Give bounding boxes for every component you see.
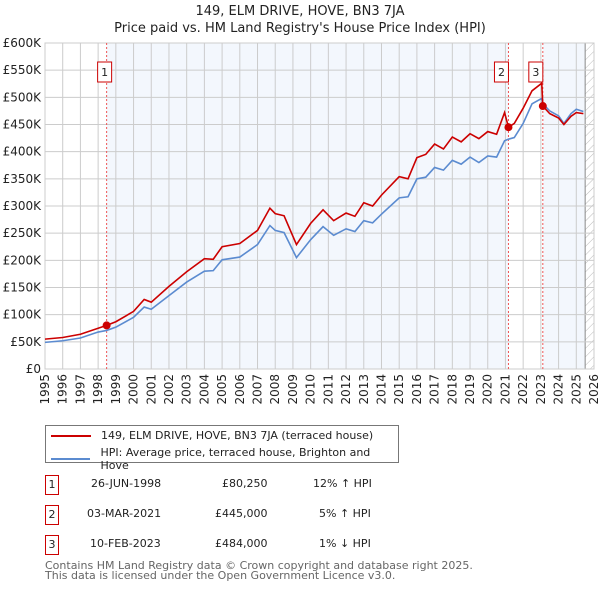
chart: £0 £50K £100K £150K £200K £250K £300K £350K £400… bbox=[3, 36, 600, 405]
x-tick-label: 2024 bbox=[552, 374, 566, 405]
footer: Contains HM Land Registry data © Crown c… bbox=[45, 559, 473, 582]
x-tick-label: 2005 bbox=[215, 374, 229, 405]
x-tick-label: 1995 bbox=[38, 374, 52, 405]
x-tick-label: 2023 bbox=[534, 374, 548, 405]
x-tick-label: 2006 bbox=[233, 374, 247, 405]
x-tick-label: 2003 bbox=[180, 374, 194, 405]
price: £484,000 bbox=[215, 537, 268, 550]
y-tick-label: £50K bbox=[10, 335, 42, 349]
x-tick-label: 2026 bbox=[587, 374, 600, 405]
x-tick-label: 2007 bbox=[251, 374, 265, 405]
legend: 149, ELM DRIVE, HOVE, BN3 7JA (terraced … bbox=[45, 425, 399, 472]
series-line bbox=[44, 97, 584, 344]
y-tick-label: £350K bbox=[3, 172, 43, 186]
x-tick-label: 2011 bbox=[321, 374, 335, 405]
x-tick-label: 1999 bbox=[109, 374, 123, 405]
x-tick-label: 2021 bbox=[498, 374, 512, 405]
chart-title: 149, ELM DRIVE, HOVE, BN3 7JA bbox=[195, 4, 405, 19]
x-tick-label: 2009 bbox=[286, 374, 300, 405]
annotation-box bbox=[528, 61, 544, 83]
hpi-diff: 12% ↑ HPI bbox=[313, 477, 372, 490]
x-tick-label: 2004 bbox=[197, 374, 211, 405]
x-tick-label: 2022 bbox=[516, 374, 530, 405]
y-tick-label: £300K bbox=[3, 199, 43, 213]
x-tick-label: 1997 bbox=[73, 374, 87, 405]
legend-red-swatch bbox=[51, 434, 91, 437]
footer-line2: This data is licensed under the Open Gov… bbox=[45, 569, 396, 582]
annotation-box bbox=[97, 61, 113, 83]
marker-badge: 2 bbox=[45, 505, 59, 525]
price: £445,000 bbox=[215, 507, 268, 520]
x-tick-label: 2019 bbox=[463, 374, 477, 405]
x-tick-label: 2020 bbox=[481, 374, 495, 405]
x-tick-label: 2025 bbox=[569, 374, 583, 405]
footer-line1: Contains HM Land Registry data © Crown c… bbox=[45, 559, 473, 572]
y-tick-label: £550K bbox=[3, 63, 43, 77]
x-tick-label: 2017 bbox=[428, 374, 442, 405]
x-tick-label: 2014 bbox=[374, 374, 388, 405]
x-tick-label: 2013 bbox=[357, 374, 371, 405]
transaction-row: 3 10-FEB-2023 £484,000 1% ↓ HPI bbox=[45, 535, 405, 555]
legend-red-label: 149, ELM DRIVE, HOVE, BN3 7JA (terraced … bbox=[101, 429, 374, 442]
legend-blue-swatch bbox=[51, 458, 91, 460]
legend-blue-label: HPI: Average price, terraced house, Brig… bbox=[100, 446, 371, 472]
hpi-diff: 1% ↓ HPI bbox=[319, 537, 371, 550]
y-tick-label: £100K bbox=[3, 308, 43, 322]
x-tick-label: 2001 bbox=[144, 374, 158, 405]
x-tick-label: 2016 bbox=[410, 374, 424, 405]
marker-badge: 1 bbox=[45, 475, 59, 495]
date: 03-MAR-2021 bbox=[87, 507, 162, 520]
annotation-box bbox=[493, 61, 509, 83]
annotation-label: 2 bbox=[498, 66, 505, 79]
sale-point bbox=[538, 102, 547, 111]
x-tick-label: 2018 bbox=[445, 374, 459, 405]
y-tick-label: £150K bbox=[3, 281, 43, 295]
annotation-label: 1 bbox=[101, 66, 108, 79]
y-tick-label: £600K bbox=[3, 36, 43, 50]
x-tick-label: 2002 bbox=[162, 374, 176, 405]
x-tick-label: 1998 bbox=[91, 374, 105, 405]
price: £80,250 bbox=[222, 477, 268, 490]
series-line bbox=[44, 81, 584, 340]
transaction-row: 1 26-JUN-1998 £80,250 12% ↑ HPI bbox=[45, 475, 405, 495]
sale-point bbox=[504, 123, 513, 132]
hpi-diff: 5% ↑ HPI bbox=[319, 507, 371, 520]
x-tick-label: 2000 bbox=[127, 374, 141, 405]
date: 26-JUN-1998 bbox=[91, 477, 162, 490]
y-tick-label: £450K bbox=[3, 118, 43, 132]
x-tick-label: 2008 bbox=[268, 374, 282, 405]
transaction-row: 2 03-MAR-2021 £445,000 5% ↑ HPI bbox=[45, 505, 405, 525]
y-tick-label: £400K bbox=[3, 145, 43, 159]
x-tick-label: 2010 bbox=[304, 374, 318, 405]
marker-badge: 3 bbox=[45, 535, 59, 555]
x-tick-label: 2015 bbox=[392, 374, 406, 405]
sale-point bbox=[102, 321, 111, 330]
date: 10-FEB-2023 bbox=[90, 537, 161, 550]
x-tick-label: 2012 bbox=[339, 374, 353, 405]
x-tick-label: 1996 bbox=[56, 374, 70, 405]
y-tick-label: £500K bbox=[3, 90, 43, 104]
y-tick-label: £200K bbox=[3, 253, 43, 267]
chart-subtitle: Price paid vs. HM Land Registry's House … bbox=[114, 21, 486, 36]
plot-frame bbox=[44, 42, 595, 370]
y-tick-label: £250K bbox=[3, 226, 43, 240]
y-tick-label: £0 bbox=[26, 362, 41, 376]
annotation-label: 3 bbox=[532, 66, 539, 79]
